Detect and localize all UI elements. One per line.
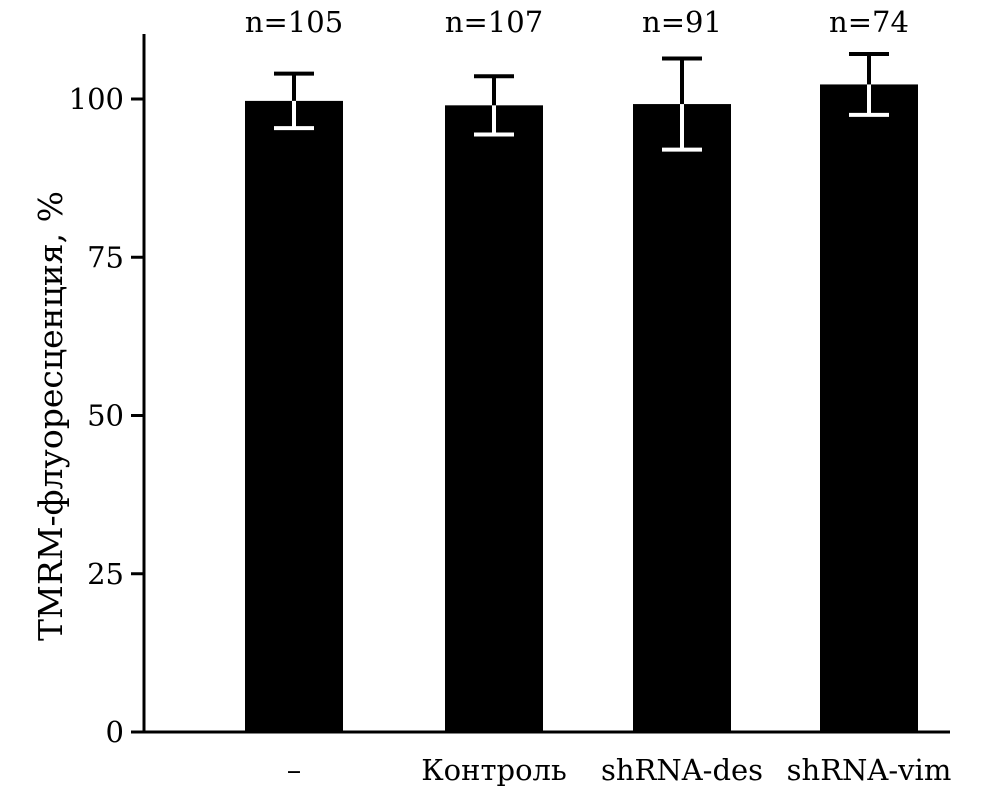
error-bar bbox=[274, 71, 314, 131]
n-label: n=74 bbox=[829, 5, 909, 39]
bar bbox=[820, 84, 918, 733]
category-labels-layer: – Контроль shRNA-des shRNA-vim bbox=[287, 753, 952, 787]
y-ticks-layer: 0 25 50 75 100 bbox=[69, 82, 144, 749]
error-bar bbox=[849, 52, 889, 117]
category-label: – bbox=[287, 753, 302, 787]
error-bars-layer bbox=[274, 52, 889, 152]
n-label: n=91 bbox=[642, 5, 722, 39]
n-label: n=105 bbox=[245, 5, 343, 39]
n-label: n=107 bbox=[445, 5, 543, 39]
bar bbox=[245, 100, 343, 733]
y-axis-title: TMRM-флуоресценция, % bbox=[31, 191, 70, 641]
y-tick-label: 25 bbox=[87, 557, 124, 591]
y-tick-label: 50 bbox=[87, 399, 124, 433]
n-labels-layer: n=105 n=107 n=91 n=74 bbox=[245, 5, 909, 39]
error-bar bbox=[662, 56, 702, 152]
error-bar bbox=[474, 74, 514, 137]
y-tick-label: 100 bbox=[69, 82, 124, 116]
y-tick-label: 0 bbox=[106, 715, 124, 749]
bar bbox=[633, 104, 731, 732]
category-label: shRNA-des bbox=[601, 753, 763, 787]
category-label: shRNA-vim bbox=[787, 753, 952, 787]
bars-layer bbox=[245, 84, 918, 733]
bar bbox=[445, 105, 543, 732]
category-label: Контроль bbox=[421, 753, 567, 787]
axes-layer bbox=[142, 34, 950, 734]
y-tick-label: 75 bbox=[87, 240, 124, 274]
